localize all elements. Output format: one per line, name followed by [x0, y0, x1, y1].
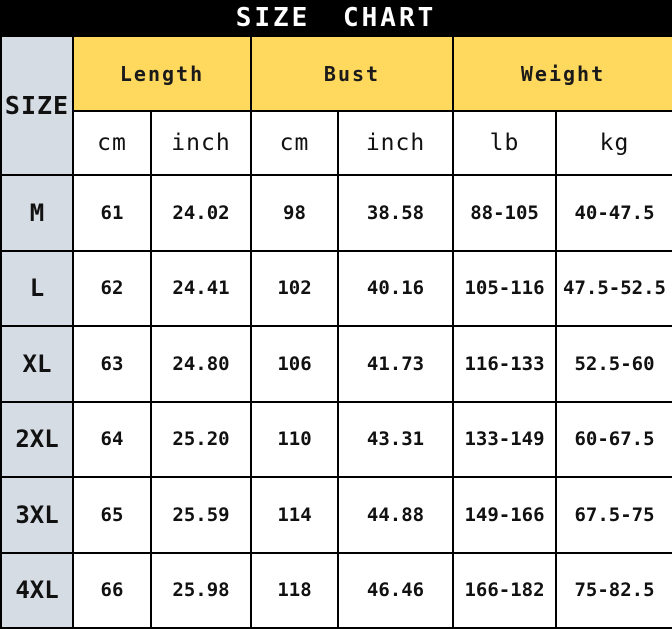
size-label: 2XL [0, 400, 74, 478]
bust-inch: 43.31 [336, 400, 455, 478]
bust-inch: 40.16 [336, 249, 455, 327]
length-cm: 61 [72, 174, 152, 252]
weight-kg: 40-47.5 [555, 174, 672, 252]
group-header-bust: Bust [249, 35, 455, 112]
table-row: M 61 24.02 98 38.58 88-105 40-47.5 [0, 174, 672, 252]
length-inch: 25.98 [150, 551, 252, 629]
unit-bust-inch: inch [336, 110, 455, 176]
length-inch: 24.02 [150, 174, 252, 252]
length-cm: 62 [72, 249, 152, 327]
length-inch: 25.20 [150, 400, 252, 478]
weight-lb: 88-105 [452, 174, 558, 252]
weight-kg: 47.5-52.5 [555, 249, 672, 327]
size-label: 3XL [0, 476, 74, 554]
size-label: XL [0, 325, 74, 403]
size-label: L [0, 249, 74, 327]
length-inch: 24.41 [150, 249, 252, 327]
bust-cm: 118 [250, 551, 339, 629]
table-row: 3XL 65 25.59 114 44.88 149-166 67.5-75 [0, 476, 672, 554]
size-label: 4XL [0, 551, 74, 629]
weight-lb: 149-166 [452, 476, 558, 554]
bust-inch: 46.46 [336, 551, 455, 629]
unit-bust-cm: cm [250, 110, 339, 176]
bust-inch: 41.73 [336, 325, 455, 403]
table-row: 2XL 64 25.20 110 43.31 133-149 60-67.5 [0, 400, 672, 478]
bust-cm: 106 [250, 325, 339, 403]
group-header-weight: Weight [452, 35, 672, 112]
unit-length-cm: cm [72, 110, 152, 176]
unit-weight-lb: lb [452, 110, 558, 176]
length-cm: 66 [72, 551, 152, 629]
length-inch: 24.80 [150, 325, 252, 403]
size-label: M [0, 174, 74, 252]
weight-kg: 60-67.5 [555, 400, 672, 478]
length-cm: 65 [72, 476, 152, 554]
weight-kg: 75-82.5 [555, 551, 672, 629]
size-chart-table: SIZE Length Bust Weight cm inch cm inch … [0, 35, 672, 629]
weight-kg: 67.5-75 [555, 476, 672, 554]
group-header-length: Length [72, 35, 252, 112]
length-cm: 64 [72, 400, 152, 478]
table-row: XL 63 24.80 106 41.73 116-133 52.5-60 [0, 325, 672, 403]
weight-lb: 166-182 [452, 551, 558, 629]
table-row: L 62 24.41 102 40.16 105-116 47.5-52.5 [0, 249, 672, 327]
header-group-row: SIZE Length Bust Weight [0, 35, 672, 176]
table-row: 4XL 66 25.98 118 46.46 166-182 75-82.5 [0, 551, 672, 629]
bust-inch: 38.58 [336, 174, 455, 252]
length-inch: 25.59 [150, 476, 252, 554]
bust-inch: 44.88 [336, 476, 455, 554]
header-unit-row: cm inch cm inch lb kg [1, 110, 672, 176]
length-cm: 63 [72, 325, 152, 403]
bust-cm: 102 [250, 249, 339, 327]
weight-lb: 116-133 [452, 325, 558, 403]
page-title: SIZE CHART [0, 0, 672, 35]
weight-lb: 105-116 [452, 249, 558, 327]
weight-kg: 52.5-60 [555, 325, 672, 403]
bust-cm: 110 [250, 400, 339, 478]
corner-header-size: SIZE [0, 35, 74, 176]
unit-length-inch: inch [150, 110, 252, 176]
bust-cm: 98 [250, 174, 339, 252]
bust-cm: 114 [250, 476, 339, 554]
weight-lb: 133-149 [452, 400, 558, 478]
unit-weight-kg: kg [555, 110, 672, 176]
